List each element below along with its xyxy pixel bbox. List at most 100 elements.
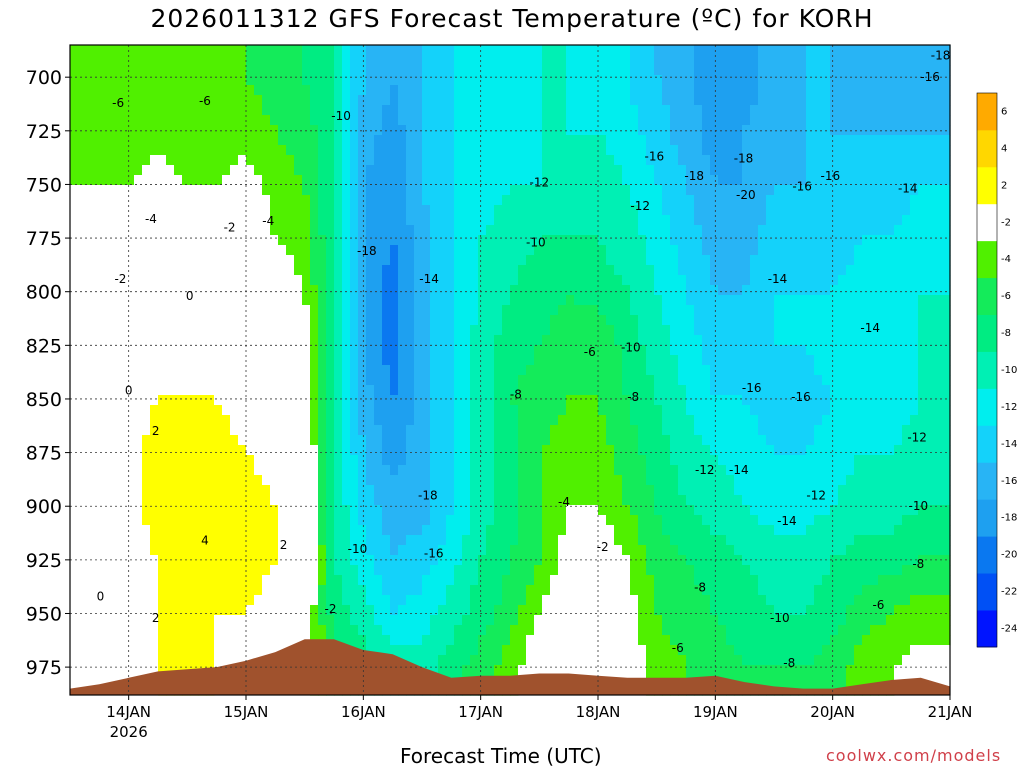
- field-cell: [358, 105, 367, 116]
- field-cell: [494, 95, 503, 106]
- field-cell: [230, 605, 239, 616]
- field-cell: [670, 645, 679, 656]
- field-cell: [102, 625, 111, 636]
- field-cell: [294, 535, 303, 546]
- field-cell: [598, 445, 607, 456]
- field-cell: [246, 165, 255, 176]
- field-cell: [494, 605, 503, 616]
- field-cell: [590, 595, 599, 606]
- field-cell: [230, 365, 239, 376]
- field-cell: [134, 615, 143, 626]
- field-cell: [166, 575, 175, 586]
- field-cell: [70, 305, 79, 316]
- field-cell: [110, 635, 119, 646]
- field-cell: [438, 315, 447, 326]
- field-cell: [414, 455, 423, 466]
- field-cell: [318, 55, 327, 66]
- field-cell: [150, 235, 159, 246]
- field-cell: [542, 215, 551, 226]
- field-cell: [558, 635, 567, 646]
- field-cell: [446, 145, 455, 156]
- field-cell: [302, 315, 311, 326]
- field-cell: [222, 55, 231, 66]
- field-cell: [294, 445, 303, 456]
- field-cell: [382, 335, 391, 346]
- field-cell: [574, 635, 583, 646]
- field-cell: [558, 395, 567, 406]
- field-cell: [390, 515, 399, 526]
- field-cell: [502, 425, 511, 436]
- field-cell: [438, 345, 447, 356]
- field-cell: [430, 455, 439, 466]
- field-cell: [606, 495, 615, 506]
- field-cell: [230, 305, 239, 316]
- field-cell: [430, 505, 439, 516]
- field-cell: [182, 85, 191, 96]
- field-cell: [502, 125, 511, 136]
- field-cell: [342, 625, 351, 636]
- field-cell: [406, 215, 415, 226]
- field-cell: [454, 395, 463, 406]
- field-cell: [662, 265, 671, 276]
- field-cell: [86, 605, 95, 616]
- field-cell: [622, 295, 631, 306]
- field-cell: [566, 65, 575, 76]
- field-cell: [598, 385, 607, 396]
- field-cell: [166, 265, 175, 276]
- field-cell: [502, 565, 511, 576]
- field-cell: [166, 195, 175, 206]
- field-cell: [582, 455, 591, 466]
- field-cell: [214, 135, 223, 146]
- field-cell: [254, 595, 263, 606]
- field-cell: [470, 345, 479, 356]
- field-cell: [654, 145, 663, 156]
- field-cell: [78, 475, 87, 486]
- field-cell: [294, 415, 303, 426]
- field-cell: [542, 135, 551, 146]
- field-cell: [470, 195, 479, 206]
- field-cell: [118, 455, 127, 466]
- field-cell: [550, 345, 559, 356]
- field-cell: [518, 545, 527, 556]
- field-cell: [398, 455, 407, 466]
- field-cell: [198, 235, 207, 246]
- field-cell: [206, 125, 215, 136]
- field-cell: [422, 435, 431, 446]
- field-cell: [78, 325, 87, 336]
- field-cell: [430, 515, 439, 526]
- field-cell: [446, 105, 455, 116]
- field-cell: [158, 165, 167, 176]
- field-cell: [462, 95, 471, 106]
- field-cell: [142, 385, 151, 396]
- field-cell: [478, 75, 487, 86]
- field-cell: [478, 495, 487, 506]
- field-cell: [526, 545, 535, 556]
- field-cell: [462, 655, 471, 666]
- field-cell: [470, 325, 479, 336]
- field-cell: [398, 475, 407, 486]
- field-cell: [142, 115, 151, 126]
- field-cell: [534, 85, 543, 96]
- field-cell: [118, 235, 127, 246]
- field-cell: [214, 345, 223, 356]
- field-cell: [278, 545, 287, 556]
- field-cell: [158, 45, 167, 56]
- field-cell: [270, 295, 279, 306]
- field-cell: [342, 135, 351, 146]
- field-cell: [174, 185, 183, 196]
- field-cell: [94, 345, 103, 356]
- field-cell: [406, 45, 415, 56]
- field-cell: [238, 245, 247, 256]
- field-cell: [246, 405, 255, 416]
- field-cell: [630, 665, 639, 676]
- field-cell: [470, 495, 479, 506]
- field-cell: [94, 575, 103, 586]
- field-cell: [662, 285, 671, 296]
- field-cell: [254, 315, 263, 326]
- field-cell: [646, 45, 655, 56]
- field-cell: [358, 135, 367, 146]
- field-cell: [262, 45, 271, 56]
- field-cell: [374, 415, 383, 426]
- field-cell: [574, 95, 583, 106]
- field-cell: [406, 505, 415, 516]
